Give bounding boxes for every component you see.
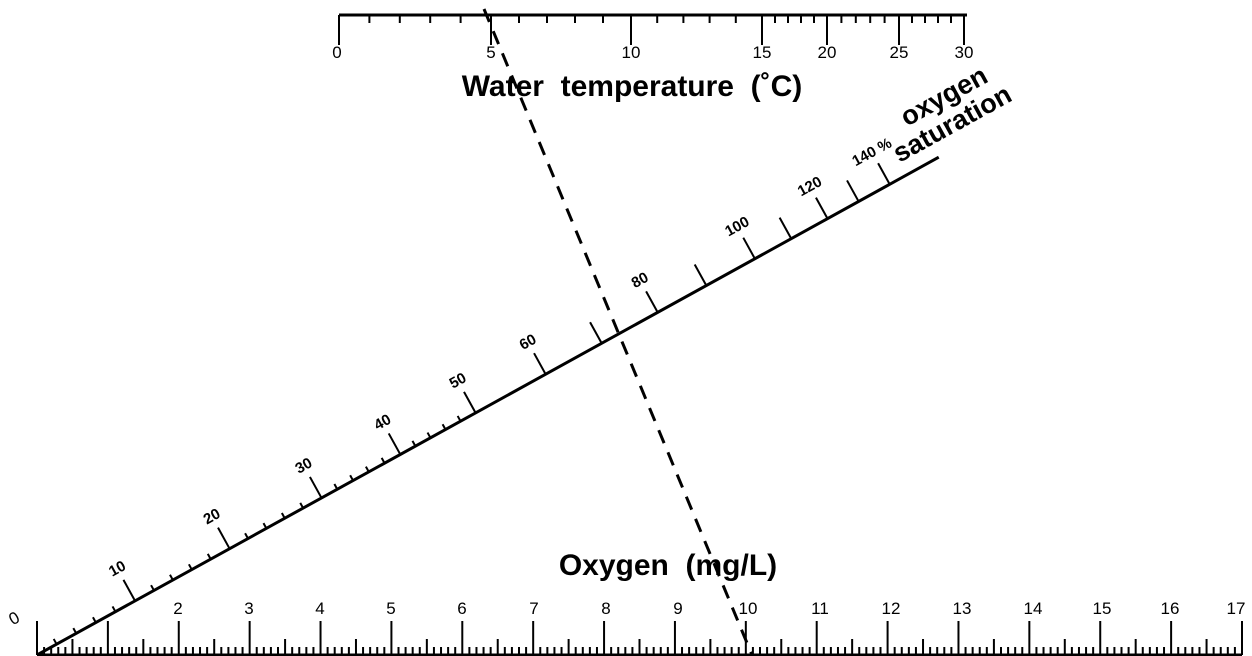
temperature-ticks (338, 15, 965, 45)
temperature-tick-label-10: 10 (622, 43, 641, 62)
saturation-tick (815, 197, 829, 220)
saturation-tick (188, 563, 193, 571)
temperature-tick-label-25: 25 (890, 43, 909, 62)
oxygen-tick-label-14: 14 (1024, 599, 1043, 618)
saturation-tick-label-20: 20 (201, 505, 224, 528)
saturation-tick (122, 579, 136, 602)
oxygen-tick-label-10: 10 (739, 599, 758, 618)
temperature-scale: 0 5 10 15 20 25 30 Water temperature (˚C… (332, 13, 974, 103)
saturation-ticks (52, 162, 891, 645)
saturation-tick (349, 474, 354, 482)
temperature-tick-label-20: 20 (818, 43, 837, 62)
saturation-tick (411, 440, 417, 447)
oxygen-tick-label-11: 11 (811, 599, 829, 618)
oxygen-scale-title: Oxygen (mg/L) (559, 549, 777, 582)
oxygen-tick-label-16: 16 (1161, 599, 1180, 618)
saturation-tick-label-40: 40 (371, 411, 394, 434)
saturation-tick (244, 532, 249, 540)
oxygen-ticks (36, 621, 1243, 655)
oxygen-tick-label-8: 8 (601, 599, 610, 618)
saturation-tick (380, 457, 386, 464)
saturation-tick (387, 432, 402, 455)
temperature-tick-label-0: 0 (332, 43, 341, 62)
temperature-tick-label-30: 30 (955, 43, 974, 62)
saturation-tick (72, 627, 78, 634)
oxygen-tick-label-13: 13 (953, 599, 972, 618)
saturation-tick (92, 616, 97, 624)
saturation-tick-label-100: 100 (722, 213, 752, 240)
saturation-tick-label-60: 60 (517, 331, 540, 354)
saturation-tick (309, 476, 323, 499)
saturation-tick (150, 584, 155, 591)
saturation-tick (262, 522, 268, 529)
saturation-tick (846, 179, 860, 202)
saturation-tick (111, 605, 117, 613)
saturation-tick-label-30: 30 (292, 455, 315, 478)
saturation-tick (206, 553, 212, 560)
saturation-tick (280, 512, 286, 519)
saturation-tick (693, 264, 708, 287)
saturation-tick (169, 574, 174, 581)
oxygen-tick-label-4: 4 (315, 599, 324, 618)
example-reading-line (482, 8, 754, 656)
oxygen-tick-label-17: 17 (1227, 599, 1246, 618)
saturation-tick (877, 162, 891, 185)
oxygen-tick-label-0: 0 (6, 608, 23, 629)
saturation-tick (299, 502, 305, 509)
saturation-tick-label-50: 50 (447, 369, 470, 392)
temperature-tick-label-15: 15 (753, 43, 772, 62)
saturation-tick-label-140: 140 % (849, 135, 894, 170)
oxygen-tick-label-3: 3 (244, 599, 253, 618)
saturation-tick (645, 290, 659, 313)
saturation-tick (217, 527, 231, 550)
saturation-tick (333, 483, 339, 490)
oxygen-tick-label-7: 7 (529, 599, 538, 618)
saturation-tick (463, 391, 477, 414)
saturation-axis-line (36, 155, 940, 656)
saturation-tick (742, 237, 756, 260)
saturation-tick (589, 321, 603, 344)
oxygen-tick-label-2: 2 (173, 599, 182, 618)
oxygen-tick-label-6: 6 (457, 599, 466, 618)
saturation-tick (456, 415, 462, 422)
oxygen-tick-label-12: 12 (882, 599, 901, 618)
saturation-tick (426, 432, 432, 439)
oxygen-tick-label-5: 5 (386, 599, 395, 618)
oxygen-scale: Oxygen (mg/L) 0 2 3 4 5 6 7 8 9 10 11 12… (6, 549, 1246, 656)
oxygen-tick-label-15: 15 (1093, 599, 1112, 618)
saturation-tick (52, 638, 58, 645)
saturation-tick (365, 466, 370, 473)
temperature-scale-title: Water temperature (˚C) (462, 70, 803, 103)
saturation-tick (533, 352, 547, 375)
saturation-tick-label-10: 10 (106, 557, 129, 580)
saturation-tick (778, 217, 793, 240)
saturation-tick (441, 423, 447, 430)
saturation-tick-label-120: 120 (795, 173, 825, 200)
saturation-scale: 10 20 30 40 50 60 80 100 120 140 % oxyge… (36, 60, 1017, 656)
oxygen-tick-label-9: 9 (673, 599, 682, 618)
saturation-tick-label-80: 80 (629, 269, 652, 292)
temperature-tick-label-5: 5 (486, 43, 495, 62)
